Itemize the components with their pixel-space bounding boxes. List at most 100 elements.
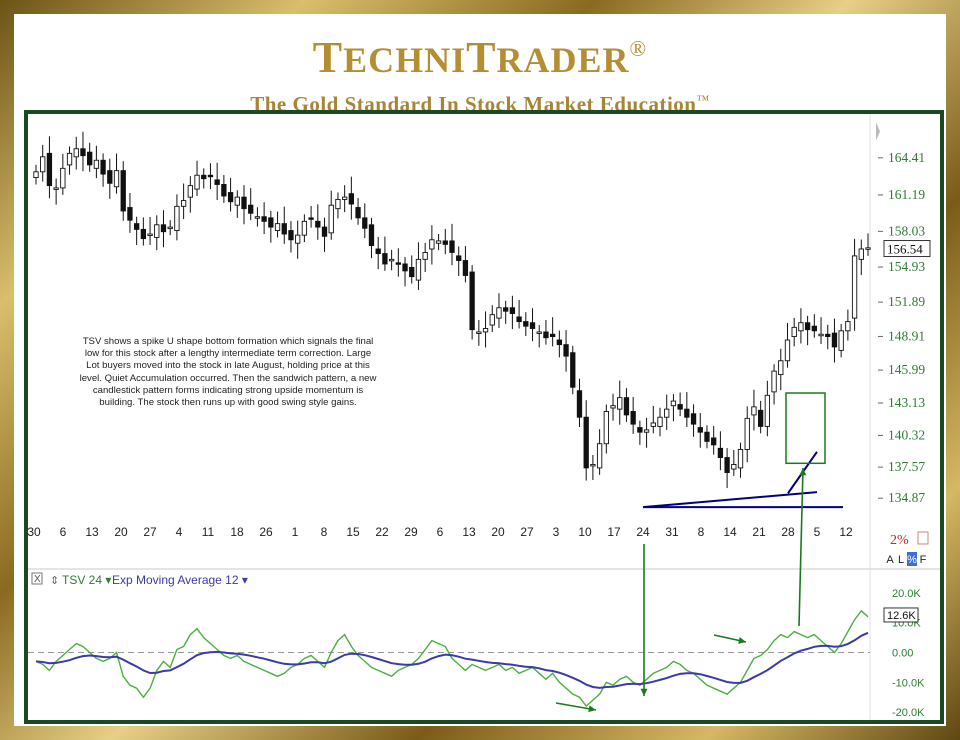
candle-up <box>180 200 187 207</box>
tsv-line <box>35 609 869 708</box>
candle-down <box>133 223 140 230</box>
brand-part-rader: RADER <box>496 40 630 80</box>
candle-down <box>516 316 522 323</box>
price-tick-label: 164.41 <box>888 150 925 165</box>
candle-up <box>865 247 871 250</box>
axis-scroll-icon[interactable] <box>876 122 880 141</box>
arrow-breakout-up <box>798 467 804 627</box>
candle-up <box>610 405 616 409</box>
candle-up <box>301 220 308 236</box>
candle-up <box>482 328 489 333</box>
scale-toggle-label[interactable]: A <box>886 554 894 566</box>
indicator-tick-label: -10.0K <box>892 677 925 689</box>
candle-up <box>657 416 663 427</box>
candle-up <box>388 258 395 262</box>
candle-up <box>328 204 334 234</box>
date-tick-label: 3 <box>553 525 560 539</box>
candle-up <box>771 370 777 393</box>
candle-up <box>496 307 502 319</box>
candle-down <box>543 331 549 339</box>
ema-line <box>35 631 869 689</box>
candle-down <box>375 248 381 255</box>
candle-up <box>858 248 864 260</box>
close-icon: X <box>34 574 41 585</box>
page-panel: TECHNITRADER® The Gold Standard In Stock… <box>14 14 946 726</box>
candle-up <box>590 464 596 467</box>
candle-down <box>87 151 93 166</box>
chart-container: 164.41 161.19 158.03 154.93 151.89 148.91 145.… <box>24 110 944 724</box>
date-tick-label: 1 <box>292 525 299 539</box>
date-tick-label: 18 <box>230 525 244 539</box>
scale-toggle-label[interactable]: L <box>898 554 904 566</box>
candle-down <box>100 159 106 175</box>
candle-up <box>489 314 495 326</box>
candle-up <box>650 422 656 427</box>
annotation-text: TSV shows a spike U shape bottom formati… <box>79 336 377 409</box>
date-tick-label: 20 <box>491 525 505 539</box>
edit-icon[interactable] <box>917 531 929 545</box>
candle-up <box>731 464 737 470</box>
close-indicator-button[interactable] <box>31 572 43 585</box>
registered-mark: ® <box>629 36 648 61</box>
candle-down <box>308 217 314 220</box>
candle-down <box>395 262 401 265</box>
candle-down <box>690 413 697 425</box>
candle-down <box>140 228 147 240</box>
candle-down <box>382 253 388 265</box>
candle-down <box>576 390 583 418</box>
date-tick-label: 6 <box>60 525 67 539</box>
candle-down <box>368 224 375 246</box>
arrow-tsv-rise-head <box>738 637 746 644</box>
indicator-tsv-label[interactable]: TSV 24 ▾ <box>62 573 111 587</box>
candle-up <box>53 187 59 190</box>
percent-toggle-bg[interactable] <box>907 552 917 566</box>
candle-up <box>476 331 482 334</box>
candle-down <box>201 174 207 180</box>
date-tick-label: 20 <box>114 525 128 539</box>
candle-down <box>804 322 811 331</box>
candle-up <box>791 326 797 338</box>
candle-down <box>711 437 717 446</box>
candle-down <box>227 192 234 203</box>
candle-up <box>341 196 348 200</box>
scale-toggle-label[interactable]: F <box>920 554 927 566</box>
candle-down <box>46 152 53 187</box>
candle-down <box>221 184 227 197</box>
reorder-icon: ⇕ <box>50 575 59 587</box>
candle-down <box>321 226 328 237</box>
date-tick-label: 22 <box>375 525 389 539</box>
candle-down <box>281 223 287 235</box>
candle-up <box>415 258 422 281</box>
candle-down <box>107 170 113 184</box>
candle-down <box>409 266 415 278</box>
candle-up <box>93 159 100 169</box>
candle-down <box>623 397 630 416</box>
date-tick-label: 13 <box>85 525 99 539</box>
candle-up <box>764 394 771 427</box>
date-tick-label: 5 <box>814 525 821 539</box>
date-tick-label: 28 <box>781 525 795 539</box>
candle-up <box>818 333 824 337</box>
indicator-ema-label[interactable]: Exp Moving Average 12 ▾ <box>112 573 248 587</box>
date-tick-label: 27 <box>143 525 157 539</box>
brand-part-echni: ECHNI <box>343 40 467 80</box>
percent-change-label: 2% <box>890 533 909 548</box>
candle-up <box>778 360 784 376</box>
candle-up <box>596 443 603 469</box>
candle-up <box>274 223 281 231</box>
arrow-low-down-head <box>640 688 648 696</box>
date-tick-label: 21 <box>752 525 766 539</box>
arrow-breakout-up-head <box>799 468 807 476</box>
candle-up <box>113 170 120 188</box>
price-tick-label: 145.99 <box>888 362 925 377</box>
price-tick-label: 158.03 <box>888 223 925 238</box>
sandwich-pattern-box <box>785 392 826 465</box>
candle-down <box>469 271 475 331</box>
candle-down <box>449 240 455 253</box>
chart-canvas[interactable]: 164.41 161.19 158.03 154.93 151.89 148.91 145.… <box>28 114 940 720</box>
tsv-last-tag <box>883 607 919 623</box>
date-tick-label: 8 <box>698 525 705 539</box>
candle-down <box>127 207 133 221</box>
trademark-mark: ™ <box>696 92 710 107</box>
candle-up <box>617 397 623 410</box>
